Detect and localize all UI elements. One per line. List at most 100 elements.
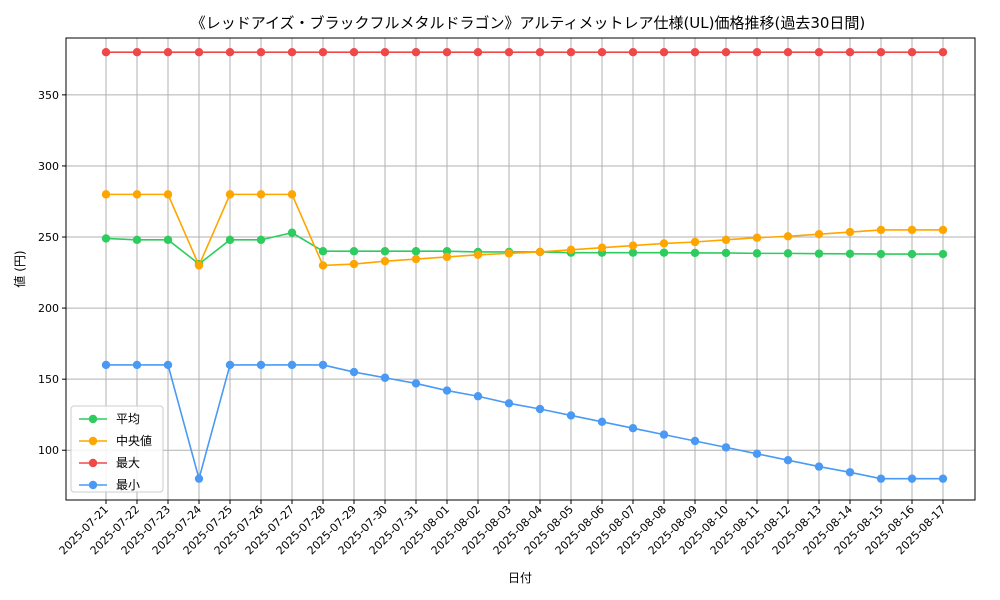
y-tick-label: 150	[38, 373, 59, 386]
data-point	[752, 48, 762, 57]
y-axis-label: 値 (円)	[12, 250, 27, 287]
data-point	[256, 235, 266, 245]
data-point	[876, 225, 886, 235]
data-point	[318, 247, 328, 256]
chart-title: 《レッドアイズ・ブラックフルメタルドラゴン》アルティメットレア仕様(UL)価格推…	[191, 14, 866, 32]
data-point	[473, 250, 483, 259]
data-point	[101, 190, 111, 199]
data-point	[938, 48, 948, 57]
legend-swatch-marker	[88, 414, 98, 424]
data-point	[101, 48, 111, 57]
data-point	[132, 48, 142, 57]
data-point	[473, 392, 483, 401]
data-point	[163, 235, 173, 245]
data-point	[845, 48, 855, 57]
data-point	[318, 360, 328, 370]
data-point	[194, 48, 204, 57]
data-point	[814, 249, 824, 258]
data-point	[907, 474, 917, 483]
plot-frame	[65, 37, 976, 501]
data-point	[442, 252, 452, 262]
data-point	[194, 261, 204, 270]
data-point	[566, 48, 576, 57]
legend-swatch-marker	[88, 458, 98, 468]
data-point	[783, 249, 793, 258]
series-layer	[101, 48, 948, 483]
data-point	[349, 247, 359, 256]
data-point	[907, 48, 917, 57]
data-point	[845, 249, 855, 258]
data-point	[845, 468, 855, 477]
data-point	[256, 48, 266, 57]
data-point	[659, 248, 669, 257]
legend-swatch-marker	[88, 436, 98, 446]
data-point	[938, 474, 948, 483]
data-point	[597, 417, 607, 427]
y-tick-label: 100	[38, 444, 59, 457]
data-point	[876, 48, 886, 57]
data-point	[752, 449, 762, 458]
data-point	[535, 404, 545, 414]
data-point	[380, 48, 390, 57]
data-point	[287, 48, 297, 57]
data-point	[814, 48, 824, 57]
data-point	[721, 443, 731, 452]
data-point	[132, 235, 142, 245]
data-point	[504, 48, 514, 57]
data-point	[504, 399, 514, 408]
series-2	[101, 48, 948, 57]
data-point	[659, 430, 669, 439]
data-point	[318, 48, 328, 57]
legend-item: 最小	[79, 478, 140, 492]
data-point	[225, 235, 235, 245]
legend-label: 平均	[116, 412, 140, 426]
data-point	[535, 247, 545, 257]
data-point	[783, 232, 793, 241]
data-point	[690, 237, 700, 247]
data-point	[349, 367, 359, 377]
data-point	[225, 48, 235, 57]
data-point	[411, 247, 421, 256]
series-line	[106, 364, 943, 482]
data-point	[225, 360, 235, 370]
data-point	[597, 243, 607, 252]
data-point	[194, 474, 204, 483]
data-point	[876, 249, 886, 259]
data-point	[256, 190, 266, 199]
y-tick-label: 200	[38, 302, 59, 315]
legend-label: 最小	[116, 478, 140, 492]
series-3	[101, 360, 948, 483]
data-point	[287, 228, 297, 237]
data-point	[442, 386, 452, 395]
data-point	[163, 48, 173, 57]
data-point	[721, 235, 731, 245]
data-point	[287, 360, 297, 370]
data-point	[752, 233, 762, 242]
data-point	[907, 249, 917, 259]
legend-box	[70, 405, 164, 493]
legend-label: 中央値	[116, 433, 152, 448]
data-point	[380, 373, 390, 382]
data-point	[411, 379, 421, 388]
series-1	[101, 190, 948, 270]
data-point	[318, 261, 328, 270]
legend-swatch-marker	[88, 480, 98, 490]
data-point	[938, 225, 948, 235]
data-point	[628, 248, 638, 257]
data-point	[628, 424, 638, 433]
data-point	[938, 249, 948, 259]
data-point	[597, 48, 607, 57]
data-point	[380, 247, 390, 256]
legend-item: 平均	[79, 412, 140, 426]
data-point	[473, 48, 483, 57]
y-tick-label: 300	[38, 160, 59, 173]
y-tick-label: 250	[38, 231, 59, 244]
data-point	[349, 259, 359, 269]
data-point	[814, 229, 824, 239]
data-point	[287, 190, 297, 199]
data-point	[535, 48, 545, 57]
data-point	[783, 48, 793, 57]
data-point	[101, 234, 111, 243]
data-point	[101, 360, 111, 370]
